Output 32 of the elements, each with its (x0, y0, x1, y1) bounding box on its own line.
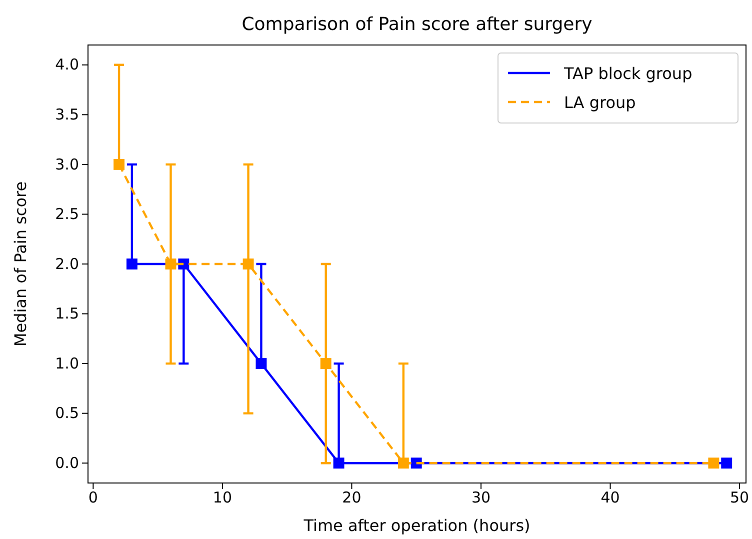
point (398, 458, 409, 469)
x-tick-label: 30 (471, 488, 491, 507)
y-axis-title: Median of Pain score (11, 181, 30, 347)
point (708, 458, 720, 469)
y-tick-label: 1.0 (55, 354, 79, 372)
chart-title: Comparison of Pain score after surgery (242, 14, 593, 35)
x-tick-label: 0 (88, 488, 98, 507)
point (320, 358, 332, 370)
point (410, 458, 422, 469)
x-axis-title: Time after operation (hours) (302, 516, 530, 535)
x-tick-label: 50 (730, 488, 750, 507)
y-tick-label: 2.0 (55, 254, 79, 273)
x-tick-label: 10 (212, 488, 232, 507)
point (721, 458, 732, 469)
point (126, 258, 138, 270)
y-tick-label: 3.5 (55, 105, 79, 124)
point (242, 258, 254, 270)
legend-label: LA group (564, 93, 636, 112)
point (333, 458, 344, 469)
legend-label: TAP block group (563, 64, 692, 83)
point (178, 258, 190, 270)
y-tick-label: 3.0 (55, 155, 79, 174)
point (165, 258, 176, 270)
y-tick-label: 4.0 (55, 56, 79, 74)
point (256, 358, 267, 370)
x-tick-label: 20 (342, 488, 362, 507)
y-tick-label: 1.5 (55, 304, 79, 323)
y-tick-label: 0.5 (55, 404, 79, 422)
point (114, 158, 125, 170)
y-tick-label: 2.5 (55, 205, 79, 224)
x-tick-label: 40 (600, 488, 620, 507)
y-tick-label: 0.0 (55, 454, 79, 472)
